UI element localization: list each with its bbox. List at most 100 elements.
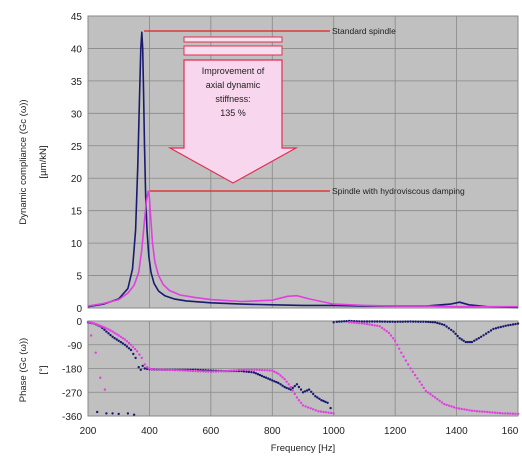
phase-point (462, 339, 465, 342)
phase-point (161, 368, 164, 371)
phase-point (86, 320, 90, 323)
phase-point (176, 369, 179, 372)
phase-point (502, 325, 505, 328)
phase-point (370, 320, 374, 323)
phase-point (504, 412, 507, 415)
phase-point (475, 338, 478, 341)
phase-point (478, 410, 481, 413)
phase-point (166, 368, 169, 372)
phase-point (396, 343, 399, 346)
phase-point (385, 330, 388, 333)
phase-point (404, 320, 407, 323)
phase-y-tick: -360 (62, 412, 82, 423)
phase-point (277, 381, 280, 385)
phase-point (484, 332, 488, 335)
phase-point (255, 368, 259, 371)
phase-point (310, 390, 313, 393)
phase-point (504, 324, 507, 327)
phase-point (360, 322, 364, 325)
phase-point (365, 322, 369, 326)
phase-point (89, 334, 93, 337)
phase-point (168, 368, 172, 372)
phase-point (447, 327, 451, 330)
arrow-text-2: axial dynamic (206, 80, 261, 90)
phase-point (95, 323, 98, 326)
phase-point (376, 324, 379, 327)
phase-point (398, 347, 401, 350)
phase-point (381, 320, 384, 323)
phase-point (113, 337, 116, 340)
phase-point (424, 389, 428, 393)
phase-point (271, 379, 274, 382)
phase-point (289, 385, 292, 389)
phase-point (355, 320, 358, 323)
phase-point (498, 411, 502, 415)
phase-point (482, 334, 485, 337)
phase-point (139, 368, 142, 371)
phase-point (433, 396, 437, 399)
phase-point (465, 408, 468, 411)
phase-point (105, 412, 108, 415)
phase-point (378, 325, 381, 328)
phase-point (445, 325, 448, 328)
phase-point (330, 411, 333, 415)
phase-point (237, 368, 241, 372)
phase-point (506, 412, 509, 415)
phase-point (129, 348, 133, 352)
phase-point (309, 407, 312, 410)
phase-point (283, 377, 286, 381)
phase-point (153, 368, 157, 371)
phase-point (304, 405, 307, 408)
phase-point (507, 324, 510, 327)
phase-point (373, 324, 376, 327)
phase-point (271, 369, 274, 372)
phase-point (307, 388, 311, 391)
phase-point (327, 411, 330, 414)
phase-point (514, 322, 517, 326)
phase-point (277, 372, 280, 375)
phase-point (450, 328, 453, 332)
phase-point (217, 370, 220, 373)
compliance-y-tick: 10 (71, 239, 83, 250)
phase-point (295, 383, 299, 386)
phase-point (431, 394, 434, 398)
phase-point (358, 322, 361, 325)
phase-point (258, 373, 262, 377)
phase-point (103, 328, 106, 331)
phase-point (368, 323, 371, 326)
phase-point (360, 320, 364, 323)
phase-point (113, 331, 116, 335)
compliance-y-tick: 45 (71, 12, 83, 23)
phase-point (212, 370, 215, 373)
phase-point (281, 384, 284, 387)
phase-point (338, 320, 341, 323)
phase-point (393, 320, 397, 323)
phase-point (115, 338, 118, 341)
phase-point (285, 380, 288, 383)
phase-point (488, 411, 491, 414)
phase-point (452, 406, 456, 409)
phase-point (196, 370, 200, 373)
phase-point (324, 411, 328, 414)
phase-point (134, 356, 137, 360)
phase-point (429, 320, 432, 324)
phase-point (250, 368, 253, 371)
phase-point (468, 340, 472, 344)
phase-point (252, 371, 256, 374)
phase-point (411, 370, 414, 373)
phase-point (291, 389, 294, 392)
phase-point (378, 320, 381, 323)
phase-point (411, 320, 415, 323)
phase-point (283, 385, 286, 389)
phase-point (247, 370, 251, 374)
phase-point (380, 326, 384, 330)
phase-point (373, 320, 376, 323)
phase-point (275, 380, 278, 384)
phase-point (156, 368, 159, 371)
phase-point (299, 401, 303, 404)
phase-point (473, 409, 476, 413)
phase-point (340, 320, 343, 323)
phase-point (173, 369, 177, 372)
phase-point (406, 320, 410, 323)
